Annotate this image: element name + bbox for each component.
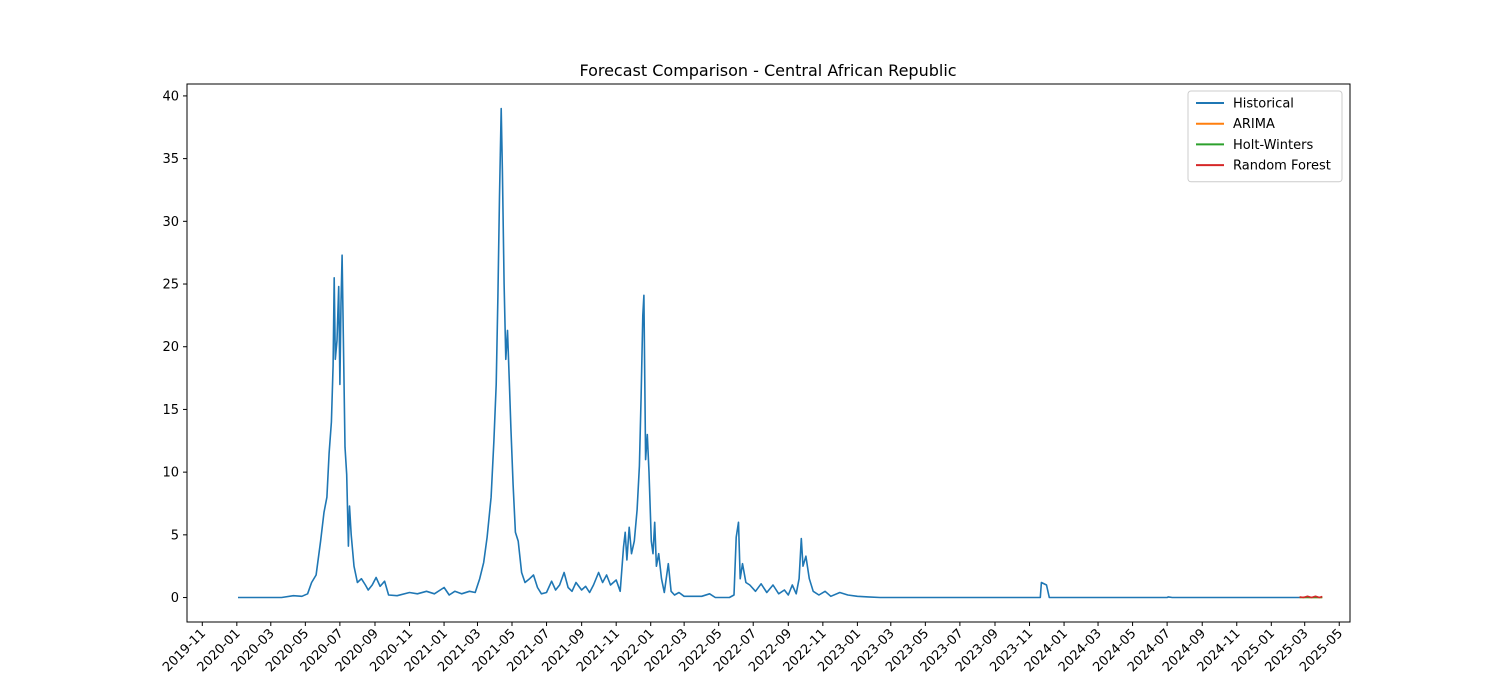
chart-title: Forecast Comparison - Central African Re…	[579, 61, 956, 80]
legend: Historical ARIMA Holt-Winters Random Forest	[1187, 90, 1343, 183]
series-line-historical	[238, 107, 1300, 599]
y-axis: 0 5 10 15 20 25 30 35 40	[162, 89, 187, 606]
y-tick-label: 25	[162, 278, 179, 293]
y-tick-label: 35	[162, 152, 179, 167]
series-line-random-forest	[1299, 595, 1323, 599]
plot-area	[186, 83, 1351, 623]
y-tick-label: 30	[162, 215, 179, 230]
y-tick-label: 10	[162, 466, 179, 481]
y-tick-label: 15	[162, 403, 179, 418]
series-layer	[238, 107, 1323, 599]
legend-label: Historical	[1233, 97, 1294, 112]
plot-frame	[186, 83, 1351, 623]
legend-label: ARIMA	[1233, 117, 1275, 132]
y-tick-label: 40	[162, 89, 179, 104]
legend-label: Random Forest	[1233, 159, 1331, 174]
y-tick-label: 5	[171, 528, 179, 543]
legend-label: Holt-Winters	[1233, 138, 1313, 153]
y-tick-label: 0	[171, 591, 179, 606]
y-tick-label: 20	[162, 340, 179, 355]
legend-box	[1187, 90, 1343, 183]
